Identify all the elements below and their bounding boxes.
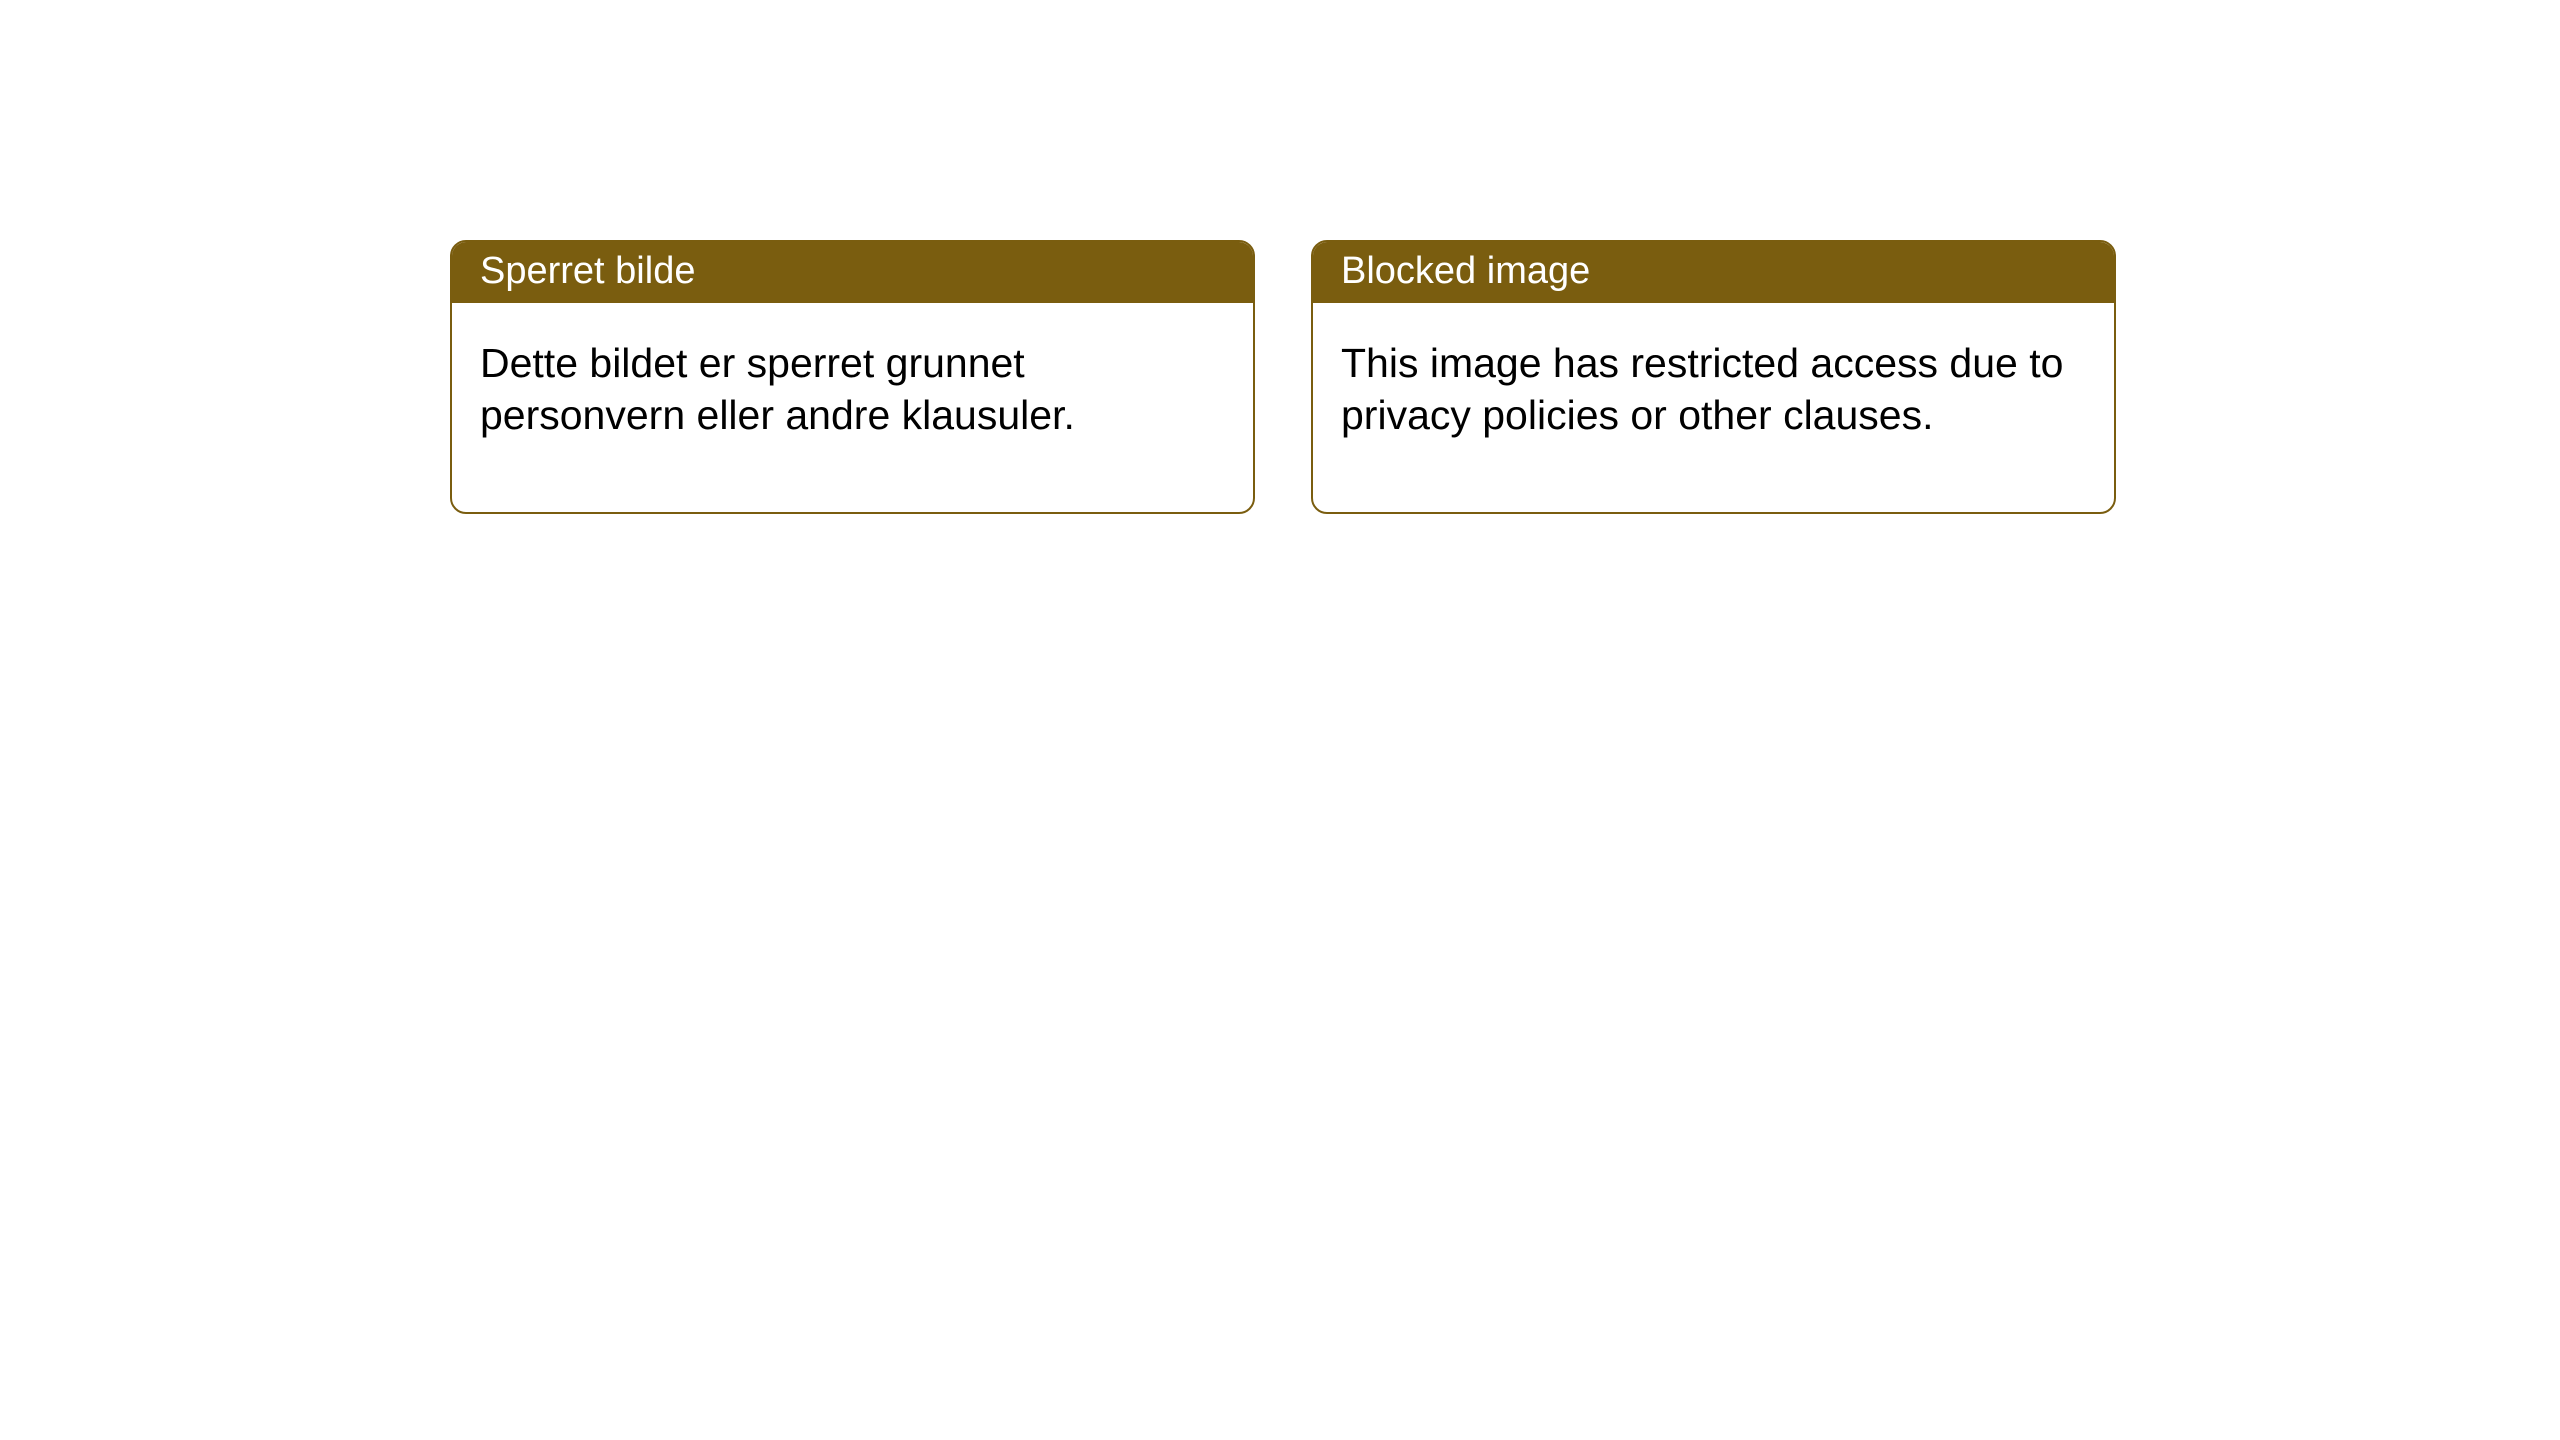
notice-card-norwegian: Sperret bilde Dette bildet er sperret gr… [450, 240, 1255, 514]
notice-header: Sperret bilde [452, 242, 1253, 303]
notice-body: Dette bildet er sperret grunnet personve… [452, 303, 1253, 512]
notice-container: Sperret bilde Dette bildet er sperret gr… [450, 240, 2116, 514]
notice-body: This image has restricted access due to … [1313, 303, 2114, 512]
notice-card-english: Blocked image This image has restricted … [1311, 240, 2116, 514]
notice-header: Blocked image [1313, 242, 2114, 303]
